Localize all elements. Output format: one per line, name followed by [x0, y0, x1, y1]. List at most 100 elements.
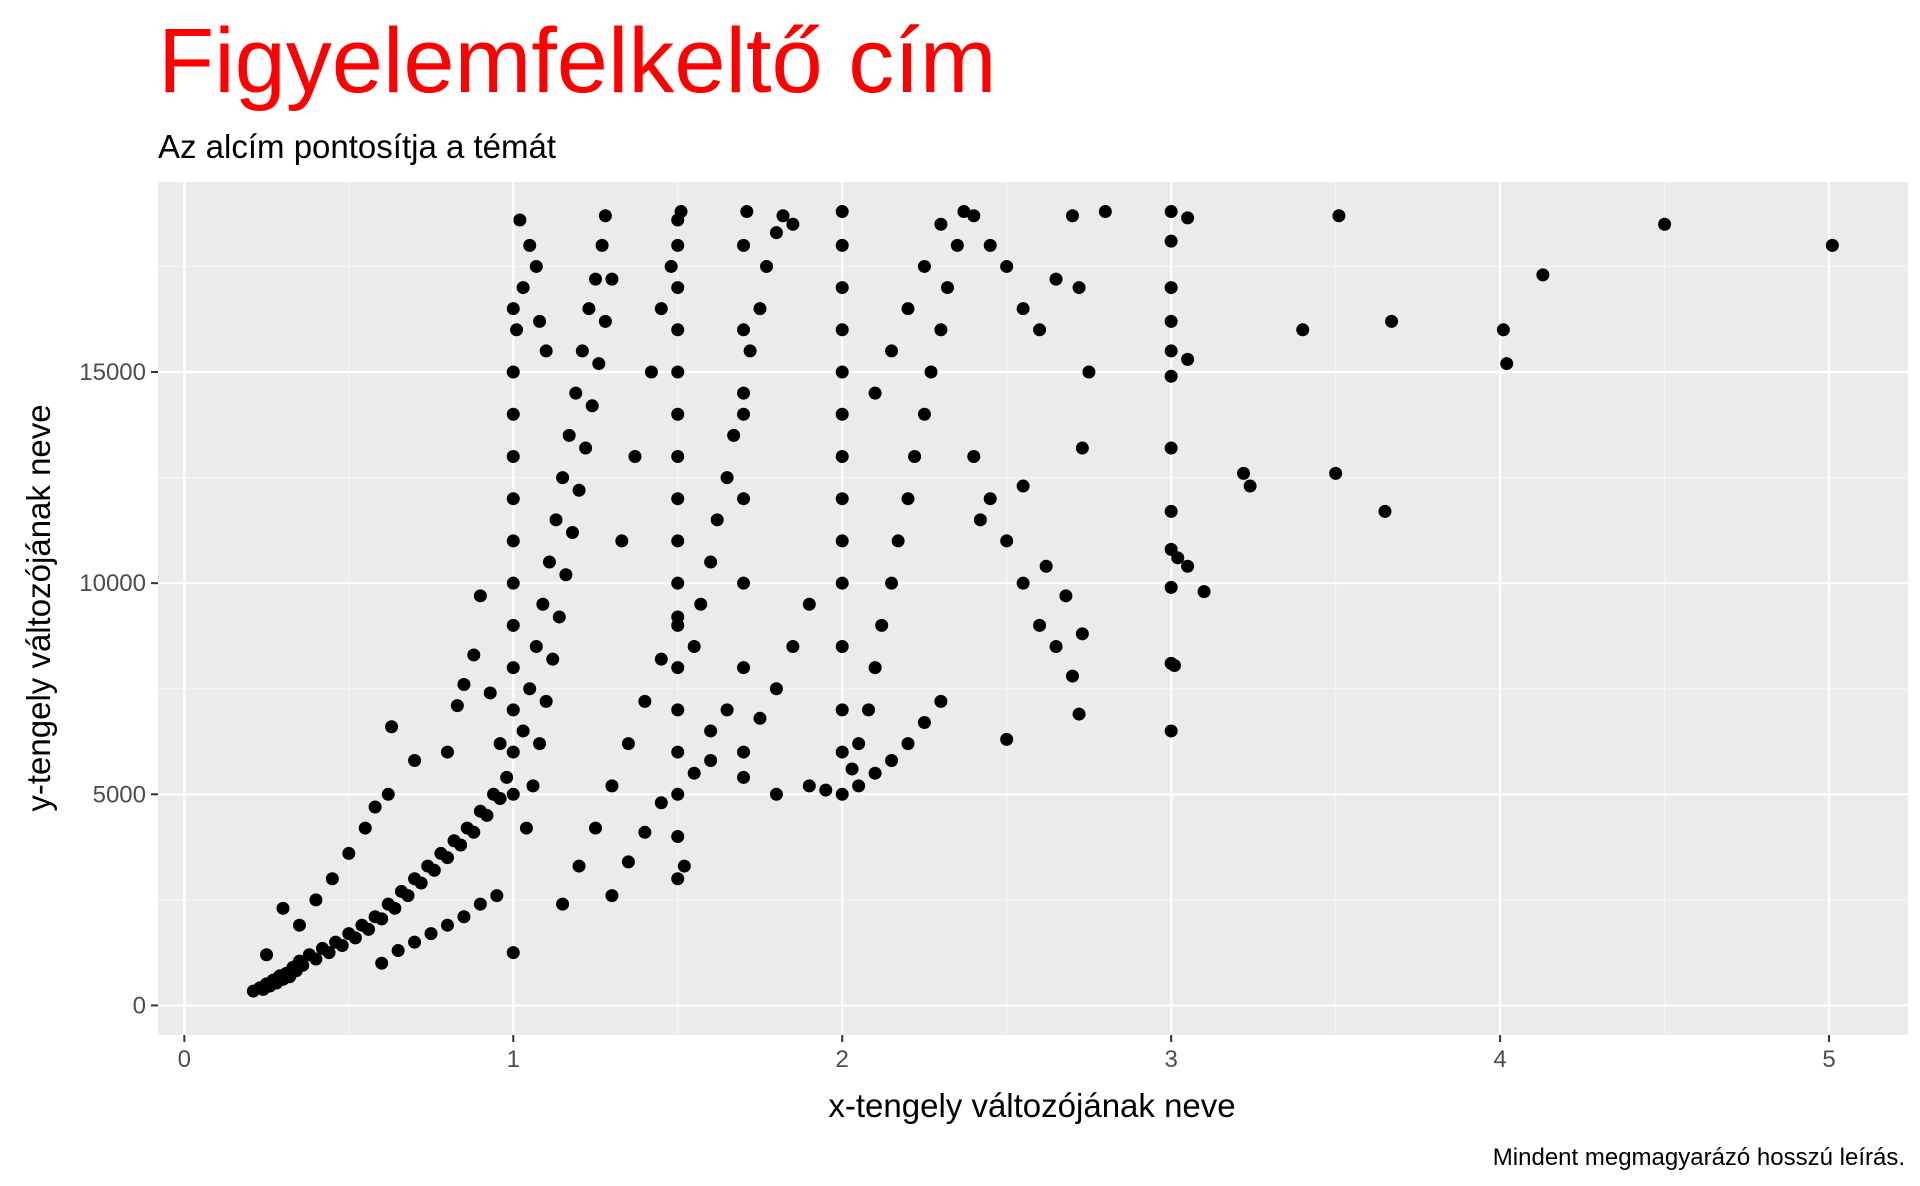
data-point	[575, 344, 589, 358]
data-point	[740, 205, 754, 219]
data-point	[727, 428, 741, 442]
data-point	[638, 825, 652, 839]
data-point	[579, 441, 593, 455]
data-point	[450, 699, 464, 713]
data-point	[967, 209, 981, 223]
data-point	[1296, 323, 1310, 337]
data-point	[348, 931, 362, 945]
data-point	[598, 314, 612, 328]
data-point	[644, 365, 658, 379]
data-point	[835, 205, 849, 219]
data-point	[592, 357, 606, 371]
data-point	[260, 948, 274, 962]
data-point	[835, 449, 849, 463]
data-point	[440, 745, 454, 759]
data-point	[671, 787, 685, 801]
data-point	[533, 737, 547, 751]
data-point	[1016, 302, 1030, 316]
data-point	[737, 407, 751, 421]
data-point	[375, 912, 389, 926]
data-point	[802, 597, 816, 611]
data-point	[292, 918, 306, 932]
data-point	[934, 217, 948, 231]
data-point	[737, 238, 751, 252]
data-point	[582, 302, 596, 316]
data-point	[1082, 365, 1096, 379]
x-tick-label: 2	[836, 1046, 849, 1073]
data-point	[1059, 589, 1073, 603]
data-point	[506, 492, 520, 506]
data-point	[322, 946, 336, 960]
y-tick-label: 15000	[79, 359, 146, 386]
data-point	[671, 365, 685, 379]
data-point	[506, 407, 520, 421]
chart-subtitle: Az alcím pontosítja a témát	[158, 128, 556, 165]
data-point	[391, 944, 405, 958]
data-point	[654, 652, 668, 666]
data-point	[1164, 580, 1178, 594]
data-point	[1378, 504, 1392, 518]
data-point	[1072, 281, 1086, 295]
data-point	[917, 259, 931, 273]
data-point	[1181, 211, 1195, 225]
data-point	[1825, 238, 1839, 252]
data-point	[1496, 323, 1510, 337]
data-point	[589, 272, 602, 286]
data-point	[720, 471, 734, 485]
data-point	[598, 209, 612, 223]
data-point	[917, 407, 931, 421]
data-point	[506, 365, 520, 379]
data-point	[536, 597, 550, 611]
data-point	[671, 576, 685, 590]
data-point	[753, 711, 767, 725]
data-point	[638, 694, 652, 708]
data-point	[1197, 585, 1211, 599]
data-point	[786, 217, 800, 231]
y-tick-label: 5000	[93, 781, 146, 808]
data-point	[440, 918, 454, 932]
data-point	[1164, 369, 1178, 383]
data-point	[674, 205, 688, 219]
data-point	[671, 238, 685, 252]
data-point	[737, 386, 751, 400]
y-tick-label: 10000	[79, 570, 146, 597]
data-point	[615, 534, 629, 548]
data-point	[1181, 559, 1195, 573]
data-point	[1164, 234, 1178, 248]
data-point	[835, 407, 849, 421]
data-point	[1164, 205, 1178, 219]
data-point	[769, 682, 783, 696]
y-axis-title: y-tengely változójának neve	[20, 404, 57, 811]
y-tick-label: 0	[133, 992, 146, 1019]
data-point	[1329, 466, 1343, 480]
data-point	[1385, 314, 1399, 328]
data-point	[835, 745, 849, 759]
data-point	[769, 226, 783, 240]
data-point	[835, 281, 849, 295]
data-point	[1000, 259, 1014, 273]
data-point	[671, 703, 685, 717]
data-point	[381, 787, 395, 801]
data-point	[585, 399, 599, 413]
data-point	[589, 821, 602, 835]
data-point	[835, 703, 849, 717]
data-point	[556, 471, 570, 485]
data-point	[457, 910, 471, 924]
data-point	[835, 534, 849, 548]
data-point	[983, 238, 997, 252]
data-point	[457, 678, 471, 692]
x-axis-title: x-tengely változójának neve	[828, 1087, 1235, 1124]
data-point	[408, 935, 422, 949]
data-point	[1181, 352, 1195, 366]
data-point	[704, 555, 718, 569]
data-point	[654, 302, 668, 316]
data-point	[493, 737, 507, 751]
data-point	[529, 640, 543, 654]
data-point	[1243, 479, 1257, 493]
data-point	[901, 492, 915, 506]
data-point	[513, 213, 527, 227]
data-point	[506, 534, 520, 548]
data-point	[1075, 627, 1089, 641]
data-point	[835, 365, 849, 379]
data-point	[605, 272, 619, 286]
